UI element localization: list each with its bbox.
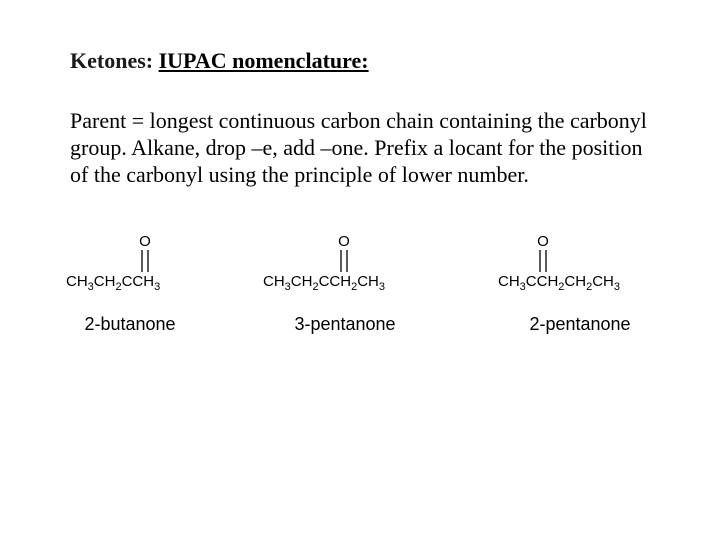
title-lead: Ketones:: [70, 48, 159, 73]
oxygen-label: O: [139, 234, 151, 250]
mol-svg-3-pentanone: O CH3CH2CCH2CH3: [255, 234, 435, 296]
formula-text: CH3CH2CCH2CH3: [263, 273, 385, 293]
body-paragraph: Parent = longest continuous carbon chain…: [70, 108, 660, 188]
structure-name: 3-pentanone: [294, 314, 395, 335]
formula-text: CH3CCH2CH2CH3: [498, 273, 620, 293]
structure-3-pentanone: O CH3CH2CCH2CH3 3-pentanone: [255, 234, 435, 335]
oxygen-label: O: [338, 234, 350, 250]
structure-2-pentanone: O CH3CCH2CH2CH3 2-pentanone: [490, 234, 670, 335]
title-underlined: IUPAC nomenclature:: [159, 48, 369, 73]
slide-title: Ketones: IUPAC nomenclature:: [70, 48, 660, 74]
structure-name: 2-pentanone: [529, 314, 630, 335]
structure-row: O CH3CH2CCH3 2-butanone O CH3CH2CCH2CH3 …: [60, 234, 670, 335]
formula-text: CH3CH2CCH3: [66, 273, 160, 293]
oxygen-label: O: [537, 234, 549, 250]
structure-2-butanone: O CH3CH2CCH3 2-butanone: [60, 234, 200, 335]
mol-svg-2-pentanone: O CH3CCH2CH2CH3: [490, 234, 670, 296]
mol-svg-2-butanone: O CH3CH2CCH3: [60, 234, 200, 296]
structure-name: 2-butanone: [84, 314, 175, 335]
slide-page: Ketones: IUPAC nomenclature: Parent = lo…: [0, 0, 720, 540]
